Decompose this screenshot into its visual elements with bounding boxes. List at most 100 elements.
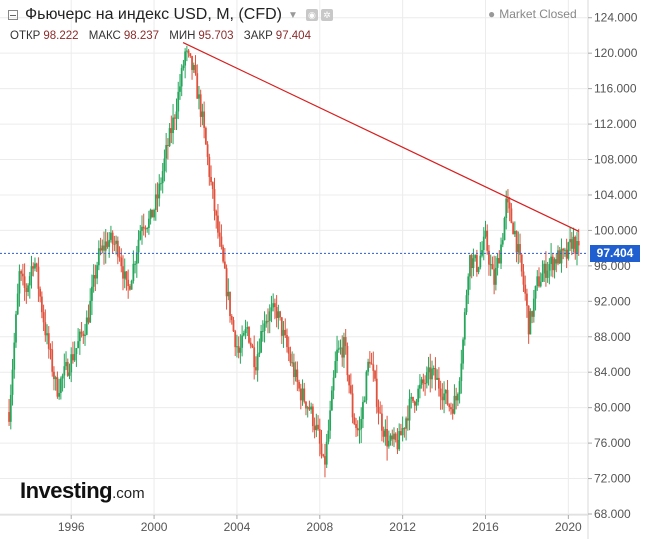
candle-body — [551, 256, 554, 271]
candle-body — [299, 388, 302, 401]
candle-body — [405, 418, 407, 429]
candle-body — [116, 240, 119, 257]
candle-body — [59, 378, 62, 393]
candle-body — [122, 266, 124, 279]
candle-body — [484, 230, 487, 237]
candle-body — [367, 361, 370, 372]
candle-body — [287, 347, 290, 354]
candle-body — [562, 248, 565, 251]
time-axis[interactable]: 1996 2000 2004 2008 2012 2016 2020 — [58, 515, 582, 534]
candle-body — [481, 250, 483, 256]
candle-body — [401, 428, 404, 436]
candle-body — [453, 395, 456, 414]
candle-body — [503, 218, 506, 241]
candle-body — [431, 368, 433, 380]
candle-body — [393, 433, 395, 440]
candle-body — [227, 291, 230, 297]
candle-body — [534, 286, 537, 299]
candle-body — [292, 362, 295, 377]
candle-body — [268, 311, 271, 321]
candle-body — [384, 428, 387, 437]
candle-body — [339, 347, 342, 349]
candle-body — [9, 394, 12, 422]
candle-body — [427, 367, 430, 373]
candle-body — [161, 171, 164, 184]
candle-body — [437, 377, 440, 389]
candle-body — [344, 337, 347, 346]
gear-icon[interactable]: ✲ — [320, 9, 333, 21]
candle-body — [225, 268, 228, 297]
trend-line[interactable] — [182, 41, 579, 232]
low-value: 95.703 — [198, 30, 234, 42]
instrument-title[interactable]: Фьючерс на индекс USD, M, (CFD) — [25, 6, 282, 23]
candle-body — [548, 264, 551, 271]
candle-body — [425, 372, 428, 384]
candle-body — [470, 255, 473, 269]
candle-body — [493, 269, 496, 285]
candle-body — [142, 226, 145, 229]
candle-body — [512, 222, 515, 235]
candle-body — [77, 341, 80, 349]
chart-grid — [0, 0, 587, 515]
candle-body — [412, 396, 414, 402]
candle-body — [434, 368, 437, 380]
candle-body — [550, 256, 552, 265]
candle-body — [296, 369, 299, 383]
candle-body — [482, 236, 485, 251]
candle-body — [40, 296, 43, 313]
candle-body — [165, 145, 168, 159]
candle-body — [346, 345, 349, 376]
eye-icon[interactable]: ◉ — [305, 9, 318, 21]
candle-body — [439, 388, 442, 397]
candle-body — [217, 215, 219, 233]
candle-body — [97, 248, 100, 266]
y-tick-label: 108.000 — [594, 153, 638, 167]
candle-body — [229, 291, 231, 317]
candle-body — [377, 406, 380, 413]
candle-body — [196, 73, 199, 99]
chart-header: Фьючерс на индекс USD, M, (CFD) ▼ ◉ ✲ — [8, 6, 336, 24]
candle-body — [531, 311, 534, 317]
candle-body — [463, 312, 466, 340]
candle-body — [18, 271, 21, 294]
candle-body — [301, 388, 304, 401]
candle-body — [191, 56, 193, 70]
candle-body — [294, 369, 297, 377]
candle-body — [220, 236, 223, 247]
candle-body — [420, 379, 423, 385]
candle-body — [403, 428, 406, 430]
candle-body — [469, 255, 471, 277]
candle-body — [349, 385, 352, 394]
candle-body — [519, 244, 521, 255]
candle-body — [132, 263, 135, 281]
candle-body — [65, 362, 67, 367]
y-tick-label: 100.000 — [594, 223, 638, 237]
candle-body — [467, 276, 470, 296]
price-axis[interactable]: 68.000 72.000 76.000 80.000 84.000 88.000 92.0… — [588, 11, 638, 521]
x-tick-label: 2004 — [224, 520, 251, 534]
candle-body — [569, 239, 571, 243]
candle-body — [175, 111, 178, 119]
collapse-icon[interactable] — [8, 10, 18, 20]
candle-body — [261, 330, 264, 332]
investing-logo[interactable]: Investing.com — [20, 478, 145, 504]
candle-body — [341, 347, 344, 358]
chevron-down-icon[interactable]: ▼ — [287, 9, 298, 21]
candle-body — [474, 255, 477, 259]
candle-body — [96, 265, 99, 279]
candle-body — [223, 261, 226, 269]
candle-body — [318, 429, 321, 444]
candle-body — [8, 412, 10, 422]
candle-body — [400, 431, 402, 436]
candle-body — [85, 317, 88, 335]
candle-body — [94, 275, 97, 279]
candle-body — [63, 366, 66, 376]
candle-body — [522, 271, 525, 285]
candle-body — [443, 393, 445, 401]
candle-body — [327, 430, 330, 442]
candle-body — [25, 287, 28, 292]
candle-body — [348, 375, 351, 386]
candle-body — [135, 252, 138, 264]
candle-body — [305, 401, 307, 409]
